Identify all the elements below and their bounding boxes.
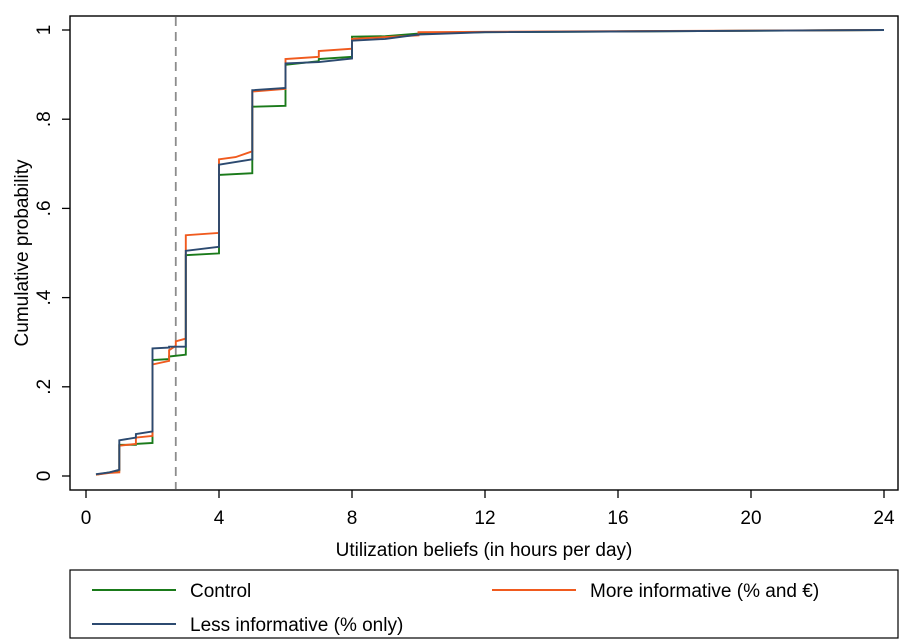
legend-label-0: Control xyxy=(190,581,251,602)
y-tick-label: .8 xyxy=(34,111,55,127)
legend: Control More informative (% and €) Less in… xyxy=(92,581,819,636)
x-tick-label: 4 xyxy=(214,508,225,529)
y-tick-label: .4 xyxy=(34,289,55,305)
legend-box xyxy=(69,569,899,639)
series-line-2 xyxy=(95,29,885,476)
legend-label-1: More informative (% and €) xyxy=(590,581,819,602)
x-tick-label: 24 xyxy=(873,508,895,529)
plot-frame xyxy=(69,15,899,491)
x-tick-label: 0 xyxy=(81,508,92,529)
y-tick-label: .2 xyxy=(34,379,55,395)
y-axis-ticks: 0 .2 .4 .6 .8 1 xyxy=(34,25,70,482)
x-tick-label: 12 xyxy=(474,508,495,529)
series-layer xyxy=(95,29,885,476)
x-tick-label: 8 xyxy=(347,508,358,529)
x-axis-ticks: 0 4 8 12 16 20 24 xyxy=(81,490,895,529)
x-tick-label: 16 xyxy=(607,508,628,529)
legend-label-2: Less informative (% only) xyxy=(190,615,403,636)
y-tick-label: 1 xyxy=(34,25,55,36)
y-tick-label: .6 xyxy=(34,200,55,216)
y-tick-label: 0 xyxy=(34,471,55,482)
x-axis-title: Utilization beliefs (in hours per day) xyxy=(336,540,633,561)
x-tick-label: 20 xyxy=(740,508,761,529)
y-axis-title: Cumulative probability xyxy=(12,159,33,346)
